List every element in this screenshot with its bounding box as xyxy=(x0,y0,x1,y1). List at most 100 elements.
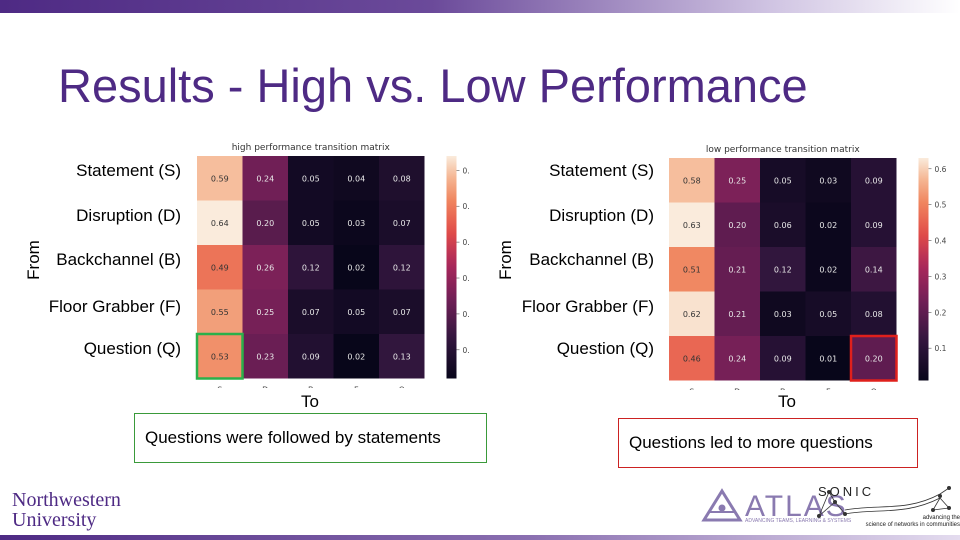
top-accent-bar xyxy=(0,0,960,13)
right-note-text: Questions led to more questions xyxy=(629,433,873,452)
heatmap-cell xyxy=(714,336,760,381)
heatmap-cell xyxy=(242,156,288,201)
heatmap-cell-value: 0.02 xyxy=(347,263,365,272)
heatmap-cell-value: 0.02 xyxy=(347,352,365,361)
right-row-label-q: Question (Q) xyxy=(556,339,654,358)
sonic-subtitle-line2: science of networks in communities xyxy=(865,522,960,528)
heatmap-cell-value: 0.05 xyxy=(302,219,320,228)
heatmap-cell-value: 0.49 xyxy=(211,263,229,272)
heatmap-cell-value: 0.09 xyxy=(865,221,883,230)
heatmap-cell xyxy=(669,291,715,336)
left-row-label-q: Question (Q) xyxy=(83,339,181,358)
colorbar-tick-label: 0.5 xyxy=(463,202,471,211)
heatmap-cell xyxy=(851,247,897,292)
heatmap-cell-value: 0.25 xyxy=(256,308,274,317)
heatmap-cell xyxy=(760,336,806,381)
low-performance-heatmap: low performance transition matrix 0.58 0.2… xyxy=(669,145,947,391)
heatmap-cell-value: 0.46 xyxy=(683,354,701,363)
heatmap-cell-value: 0.51 xyxy=(683,265,701,274)
heatmap-x-tick-label: S xyxy=(689,388,694,391)
heatmap-cell xyxy=(242,289,288,334)
heatmap-cell-value: 0.05 xyxy=(302,174,320,183)
heatmap-cell xyxy=(714,291,760,336)
heatmap-cell-value: 0.13 xyxy=(393,352,411,361)
colorbar xyxy=(446,156,457,379)
heatmap-cell-value: 0.20 xyxy=(728,221,746,230)
colorbar-tick-label: 0.6 xyxy=(463,166,471,175)
heatmap-cell xyxy=(760,291,806,336)
colorbar-tick-label: 0.1 xyxy=(935,344,947,353)
heatmap-cell-value: 0.02 xyxy=(819,265,837,274)
colorbar-tick-label: 0.2 xyxy=(935,308,947,317)
colorbar-tick-label: 0.3 xyxy=(935,272,947,281)
heatmap-cell xyxy=(288,200,334,245)
heatmap-cell-value: 0.21 xyxy=(728,265,746,274)
heatmap-cell-value: 0.03 xyxy=(819,176,837,185)
heatmap-cell xyxy=(379,200,425,245)
colorbar-tick-label: 0.2 xyxy=(463,310,471,319)
heatmap-cell-value: 0.23 xyxy=(256,352,274,361)
heatmap-cell-value: 0.12 xyxy=(393,263,411,272)
heatmap-cell xyxy=(714,202,760,247)
bottom-accent-bar xyxy=(0,535,960,540)
heatmap-cell-value: 0.04 xyxy=(347,174,365,183)
heatmap-x-tick-label: Q xyxy=(399,386,405,389)
heatmap-cell xyxy=(333,156,379,201)
colorbar-tick-label: 0.5 xyxy=(935,201,947,210)
heatmap-cell-value: 0.24 xyxy=(728,354,746,363)
heatmap-cell xyxy=(760,202,806,247)
left-row-label-f: Floor Grabber (F) xyxy=(48,297,181,316)
heatmap-cell xyxy=(288,156,334,201)
heatmap-cell-value: 0.12 xyxy=(302,263,320,272)
sonic-network-icon xyxy=(817,486,951,518)
heatmap-cell xyxy=(197,289,243,334)
northwestern-logo-line1: Northwestern xyxy=(12,489,121,511)
heatmap-cell-value: 0.07 xyxy=(393,308,411,317)
heatmap-cell xyxy=(669,158,715,203)
heatmap-cell xyxy=(333,245,379,290)
heatmap-x-tick-label: F xyxy=(826,388,831,391)
heatmap-cell xyxy=(805,247,851,292)
left-note-box: Questions were followed by statements xyxy=(134,413,487,463)
right-row-label-d: Disruption (D) xyxy=(549,206,654,225)
heatmap-cell xyxy=(805,291,851,336)
heatmap-x-tick-label: F xyxy=(354,386,359,389)
heatmap-cell xyxy=(851,336,897,381)
colorbar-tick-label: 0.1 xyxy=(463,346,471,355)
heatmap-cell xyxy=(805,336,851,381)
heatmap-cell xyxy=(242,245,288,290)
heatmap-x-tick-label: B xyxy=(308,386,314,389)
heatmap-highlight-box xyxy=(195,332,244,380)
heatmap-cell-value: 0.24 xyxy=(256,174,274,183)
heatmap-cell xyxy=(760,158,806,203)
heatmap-cell xyxy=(242,334,288,379)
heatmap-cell xyxy=(669,336,715,381)
heatmap-cell xyxy=(379,289,425,334)
heatmap-cell xyxy=(760,247,806,292)
heatmap-cell xyxy=(851,291,897,336)
heatmap-cell-value: 0.07 xyxy=(393,219,411,228)
colorbar-tick-label: 0.4 xyxy=(463,238,471,247)
heatmap-cell-value: 0.64 xyxy=(211,219,229,228)
right-row-label-s: Statement (S) xyxy=(549,161,654,180)
heatmap-cell xyxy=(714,158,760,203)
heatmap-cell xyxy=(197,245,243,290)
heatmap-highlight-box xyxy=(849,334,898,382)
heatmap-cell xyxy=(288,289,334,334)
northwestern-logo: Northwestern University xyxy=(12,490,121,530)
atlas-logo-subtitle: ADVANCING TEAMS, LEARNING & SYSTEMS xyxy=(745,518,852,524)
heatmap-cell-value: 0.05 xyxy=(774,176,792,185)
right-note-box: Questions led to more questions xyxy=(618,418,918,468)
heatmap-cell-value: 0.08 xyxy=(393,174,411,183)
heatmap-cell-value: 0.09 xyxy=(774,354,792,363)
heatmap-cell xyxy=(669,202,715,247)
heatmap-cell-value: 0.26 xyxy=(256,263,274,272)
heatmap-cell xyxy=(851,202,897,247)
heatmap-cell xyxy=(288,245,334,290)
colorbar-tick-label: 0.3 xyxy=(463,274,471,283)
heatmap-cell-value: 0.59 xyxy=(211,174,229,183)
northwestern-logo-line2: University xyxy=(12,509,97,531)
heatmap-cell-value: 0.55 xyxy=(211,308,229,317)
heatmap-cell-value: 0.05 xyxy=(819,310,837,319)
heatmap-cell-value: 0.08 xyxy=(865,310,883,319)
